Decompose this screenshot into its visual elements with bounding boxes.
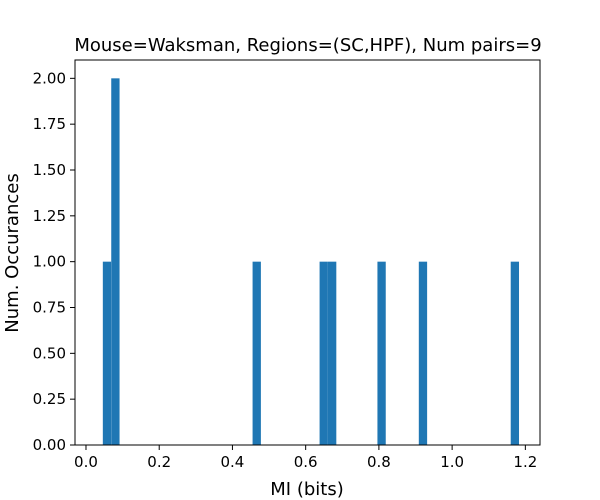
x-tick-label: 1.2 [513, 453, 537, 471]
y-axis-label: Num. Occurances [2, 173, 23, 332]
y-tick-label: 1.75 [33, 115, 66, 133]
chart-title: Mouse=Waksman, Regions=(SC,HPF), Num pai… [74, 35, 541, 56]
y-tick-label: 1.25 [33, 207, 66, 225]
histogram-bar [319, 261, 328, 445]
y-tick-label: 1.50 [33, 161, 66, 179]
histogram-bar [418, 261, 428, 445]
x-tick-label: 0.2 [147, 453, 171, 471]
x-axis-label: MI (bits) [270, 479, 343, 500]
y-axis: 0.00 0.25 0.50 0.75 1.00 1.25 1.50 1.75 2.00 [33, 69, 75, 454]
histogram-bar [377, 261, 386, 445]
y-tick-label: 0.25 [33, 390, 66, 408]
y-tick-label: 0.00 [33, 436, 66, 454]
y-tick-label: 2.00 [33, 69, 66, 87]
histogram-bar [111, 78, 120, 445]
x-tick-label: 0.6 [294, 453, 318, 471]
y-tick-label: 1.00 [33, 253, 66, 271]
y-tick-label: 0.50 [33, 344, 66, 362]
histogram-bar [252, 261, 261, 445]
x-tick-label: 0.8 [367, 453, 391, 471]
axes-frame [74, 59, 541, 446]
histogram-bar [102, 261, 112, 445]
x-tick-label: 1.0 [440, 453, 464, 471]
histogram-bar [328, 261, 337, 445]
y-tick-label: 0.75 [33, 299, 66, 317]
x-tick-label: 0.4 [221, 453, 245, 471]
plot-area [102, 78, 520, 445]
x-axis: 0.0 0.2 0.4 0.6 0.8 1.0 1.2 [74, 445, 537, 471]
x-tick-label: 0.0 [74, 453, 98, 471]
histogram-bar [510, 261, 520, 445]
